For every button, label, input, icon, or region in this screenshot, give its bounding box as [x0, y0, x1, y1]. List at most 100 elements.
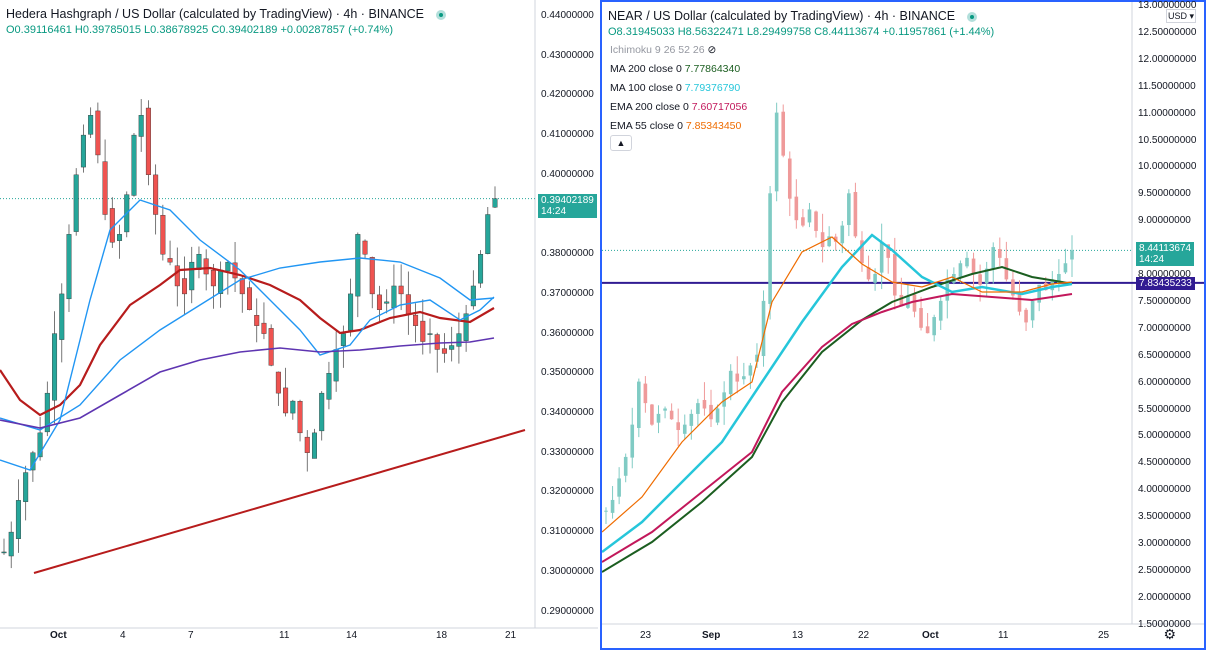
candle-body	[239, 278, 245, 295]
price-tick-label: 0.40000000	[541, 168, 594, 180]
chart-title: NEAR / US Dollar (calculated by TradingV…	[608, 9, 977, 23]
candle-body	[398, 285, 404, 295]
time-tick-label: 23	[640, 630, 652, 641]
price-tick-label: 12.00000000	[1138, 53, 1197, 65]
price-tick-label: 7.00000000	[1138, 322, 1191, 334]
near-chart-canvas[interactable]	[602, 2, 1204, 648]
candle-body	[268, 328, 274, 366]
settings-gear-icon[interactable]: ⚙	[1163, 626, 1176, 642]
price-tick-label: 0.30000000	[541, 565, 594, 577]
price-tick-label: 0.37000000	[541, 287, 594, 299]
close-value: C0.39402189	[211, 24, 278, 36]
indicator-value: 7.85343450	[685, 120, 742, 132]
candle-body	[59, 293, 65, 340]
candle-body	[689, 413, 694, 426]
candle-body	[182, 278, 188, 295]
candle-body	[676, 422, 680, 431]
indicator-row[interactable]: EMA 200 close 0 7.60717056	[610, 101, 747, 113]
candle-body	[138, 115, 144, 137]
price-tick-label: 0.43000000	[541, 49, 594, 61]
candle-body	[434, 334, 440, 350]
candle-body	[8, 531, 14, 557]
change-value: +0.11957861 (+1.44%)	[882, 26, 995, 38]
candle-body	[160, 215, 166, 255]
candle-body	[899, 294, 904, 307]
candle-body	[66, 234, 72, 300]
candle-body	[696, 403, 700, 414]
candle-body	[420, 320, 426, 342]
candle-body	[781, 111, 786, 156]
candle-body	[892, 253, 897, 296]
candle-body	[971, 258, 976, 274]
candle-body	[1070, 250, 1074, 260]
candle-body	[297, 401, 303, 434]
candle-body	[840, 225, 845, 244]
hidden-eye-icon[interactable]: ⊘	[707, 44, 717, 56]
indicator-value: 7.79376790	[684, 82, 741, 94]
time-tick-label: 22	[858, 630, 870, 641]
time-tick-label: Sep	[702, 630, 721, 641]
price-tick-label: 0.32000000	[541, 486, 594, 498]
price-tick-label: 6.00000000	[1138, 376, 1191, 388]
indicator-row[interactable]: MA 100 close 0 7.79376790	[610, 82, 740, 94]
candle-body	[376, 294, 382, 310]
candle-body	[275, 371, 281, 394]
candle-body	[196, 253, 202, 270]
ma-200-line	[602, 265, 1073, 573]
countdown-label: 14:24	[1139, 254, 1165, 265]
candle-body	[340, 333, 346, 346]
candle-body	[925, 326, 930, 334]
candle-body	[362, 240, 368, 255]
last-price-tag: 8.44113674 14:24	[1136, 242, 1195, 266]
ma-blue-fast-line	[0, 199, 495, 471]
candle-body	[189, 261, 195, 291]
ema-55-line	[602, 236, 1073, 533]
near-chart-panel[interactable]: NEAR / US Dollar (calculated by TradingV…	[600, 0, 1206, 650]
high-value: H0.39785015	[74, 24, 141, 36]
price-tick-label: 0.35000000	[541, 367, 594, 379]
hbar-chart-panel[interactable]: Hedera Hashgraph / US Dollar (calculated…	[0, 0, 598, 650]
price-tick-label: 0.42000000	[541, 89, 594, 101]
price-tick-label: 8.00000000	[1138, 269, 1191, 280]
candle-body	[174, 265, 180, 287]
candle-body	[932, 317, 936, 336]
price-tick-label: 6.50000000	[1138, 349, 1191, 361]
candle-body	[814, 211, 818, 231]
candle-body	[1050, 279, 1055, 291]
time-tick-label: 13	[792, 630, 804, 641]
candle-body	[991, 247, 996, 269]
candle-body	[879, 241, 884, 273]
candle-body	[630, 424, 635, 458]
candle-body	[131, 134, 137, 196]
candle-body	[820, 232, 825, 248]
collapse-legend-button[interactable]: ▲	[610, 135, 632, 151]
candle-body	[37, 432, 43, 458]
candle-body	[478, 253, 484, 284]
time-tick-label: 14	[346, 630, 358, 641]
candle-body	[873, 274, 877, 283]
candle-body	[1063, 263, 1068, 273]
indicator-row[interactable]: Ichimoku 9 26 52 26 ⊘	[610, 44, 716, 56]
candle-body	[441, 348, 447, 354]
close-value: C8.44113674	[814, 26, 880, 38]
candle-body	[774, 112, 779, 192]
candle-body	[728, 370, 733, 395]
currency-selector[interactable]: USD ▾	[1166, 9, 1196, 23]
support-trendline	[33, 429, 526, 574]
chart-title: Hedera Hashgraph / US Dollar (calculated…	[6, 7, 446, 21]
candle-body	[938, 300, 943, 321]
hbar-chart-canvas[interactable]	[0, 0, 598, 650]
indicator-row[interactable]: EMA 55 close 0 7.85343450	[610, 120, 741, 132]
open-value: O8.31945033	[608, 26, 675, 38]
indicator-row[interactable]: MA 200 close 0 7.77864340	[610, 63, 740, 75]
candle-body	[225, 261, 231, 272]
price-tick-label: 0.36000000	[541, 327, 594, 339]
candle-body	[391, 285, 397, 309]
candle-body	[715, 408, 720, 423]
ohlc-legend: O0.39116461 H0.39785015 L0.38678925 C0.3…	[6, 24, 393, 36]
candle-body	[801, 217, 805, 226]
candle-body	[80, 134, 86, 168]
candle-body	[794, 196, 799, 221]
indicator-name: MA 200 close 0	[610, 63, 685, 75]
candle-body	[485, 214, 491, 254]
